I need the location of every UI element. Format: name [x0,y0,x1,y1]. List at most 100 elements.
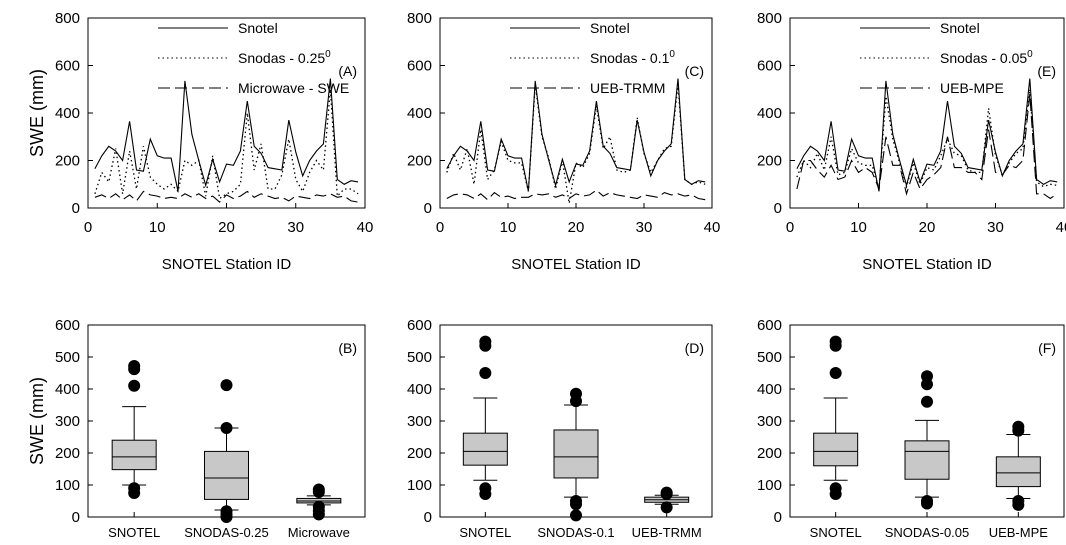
y-tick-label: 300 [757,413,782,430]
series-line-2 [796,93,1058,200]
outlier-point [128,359,141,372]
y-tick-label: 100 [407,477,432,494]
outlier-point [479,335,492,348]
y-tick-label: 400 [407,381,432,398]
x-tick-label: 10 [850,219,867,236]
y-tick-label: 800 [757,10,782,27]
y-axis-label: SWE (mm) [27,377,47,465]
y-tick-label: 400 [757,105,782,122]
box-iqr [553,429,599,479]
outlier-point [570,495,582,507]
outlier-point [570,387,582,400]
y-tick-label: 0 [72,200,80,217]
y-tick-label: 600 [55,58,80,75]
y-tick-label: 200 [55,153,80,170]
outlier-point [220,422,233,435]
y-tick-label: 200 [757,153,782,170]
legend-label-1: Snodas - 0.10 [590,49,675,66]
outlier-point [921,370,933,383]
x-axis-label: SNOTEL Station ID [162,256,292,273]
legend-text: Snotel [590,20,630,36]
outlier-point [829,367,842,379]
series-line-0 [796,78,1058,192]
box-iqr [111,439,157,471]
series-line-1 [796,89,1058,190]
x-tick-label: SNOTEL [810,525,862,540]
box-iqr [204,450,249,500]
x-tick-label: SNOTEL [108,525,160,540]
panel-label: (B) [338,340,357,356]
x-tick-label: SNODAS-0.1 [537,525,614,540]
y-tick-label: 400 [55,381,80,398]
x-tick-label: 0 [786,219,794,236]
y-tick-label: 500 [757,349,782,366]
x-tick-label: 10 [149,219,166,236]
outlier-point [128,379,141,392]
outlier-point [660,501,673,514]
box-iqr [813,432,859,467]
outlier-point [220,379,233,392]
legend-superscript: 0 [1027,49,1033,60]
y-tick-label: 100 [757,477,782,494]
x-tick-label: UEB-TRMM [632,525,702,540]
legend-label-2: UEB-MPE [940,80,1004,96]
y-tick-label: 400 [757,381,782,398]
outlier-point [1012,420,1025,433]
x-tick-label: 20 [218,219,235,236]
outlier-point [220,505,233,518]
box-panel-d: 0 100 200 300 400 500 600 SNOTEL SNODAS-0.1 UEB-T… [407,317,713,540]
outlier-point [1012,495,1025,507]
y-tick-label: 800 [55,10,80,27]
y-tick-label: 200 [407,153,432,170]
panel-label: (A) [338,63,357,79]
x-tick-label: 40 [1056,219,1066,236]
x-tick-label: SNODAS-0.25 [184,525,269,540]
y-tick-label: 400 [55,105,80,122]
x-tick-label: 0 [436,219,444,236]
x-tick-label: 40 [704,219,721,236]
x-tick-label: SNODAS-0.05 [885,525,970,540]
panel-label: (D) [685,340,704,356]
line-panel-c: 0 200 400 600 800 0 10 20 30 40 SNOTEL Station ID S… [407,10,720,273]
outlier-point [921,495,933,507]
outlier-point [921,395,933,408]
x-tick-label: 30 [987,219,1004,236]
y-tick-label: 200 [55,445,80,462]
outlier-point [312,483,325,496]
y-tick-label: 600 [407,58,432,75]
series-line-0 [446,78,706,192]
outlier-point [479,367,492,379]
outlier-point [128,482,141,495]
box-panel-f: 0 100 200 300 400 500 600 SNOTEL SNODAS-0.05 UEB-… [757,317,1065,540]
legend-text: Snotel [238,20,278,36]
y-tick-label: 500 [55,349,80,366]
legend-text: Snodas - 0.05 [940,50,1027,66]
y-tick-label: 0 [424,200,432,217]
legend-label-0: Snotel [940,20,980,36]
legend-superscript: 0 [669,49,675,60]
outlier-point [479,482,492,495]
legend-text: Snotel [940,20,980,36]
outlier-point [829,482,842,495]
legend-text: UEB-MPE [940,80,1004,96]
x-tick-label: 0 [84,219,92,236]
y-tick-label: 600 [407,317,432,334]
legend-label-1: Snodas - 0.250 [238,49,331,66]
y-tick-label: 300 [55,413,80,430]
panel-label: (E) [1037,63,1056,79]
y-tick-label: 400 [407,105,432,122]
x-tick-label: 30 [636,219,653,236]
y-tick-label: 600 [55,317,80,334]
legend-label-2: UEB-TRMM [590,80,665,96]
x-tick-label: UEB-MPE [989,525,1049,540]
y-tick-label: 800 [407,10,432,27]
series-line-1 [446,84,706,204]
legend-text: Snodas - 0.25 [238,50,325,66]
y-tick-label: 200 [757,445,782,462]
series-line-1 [94,89,359,200]
x-axis-label: SNOTEL Station ID [511,256,641,273]
box-iqr [904,440,950,480]
box-iqr [462,432,508,466]
y-tick-label: 300 [407,413,432,430]
y-tick-label: 600 [757,317,782,334]
